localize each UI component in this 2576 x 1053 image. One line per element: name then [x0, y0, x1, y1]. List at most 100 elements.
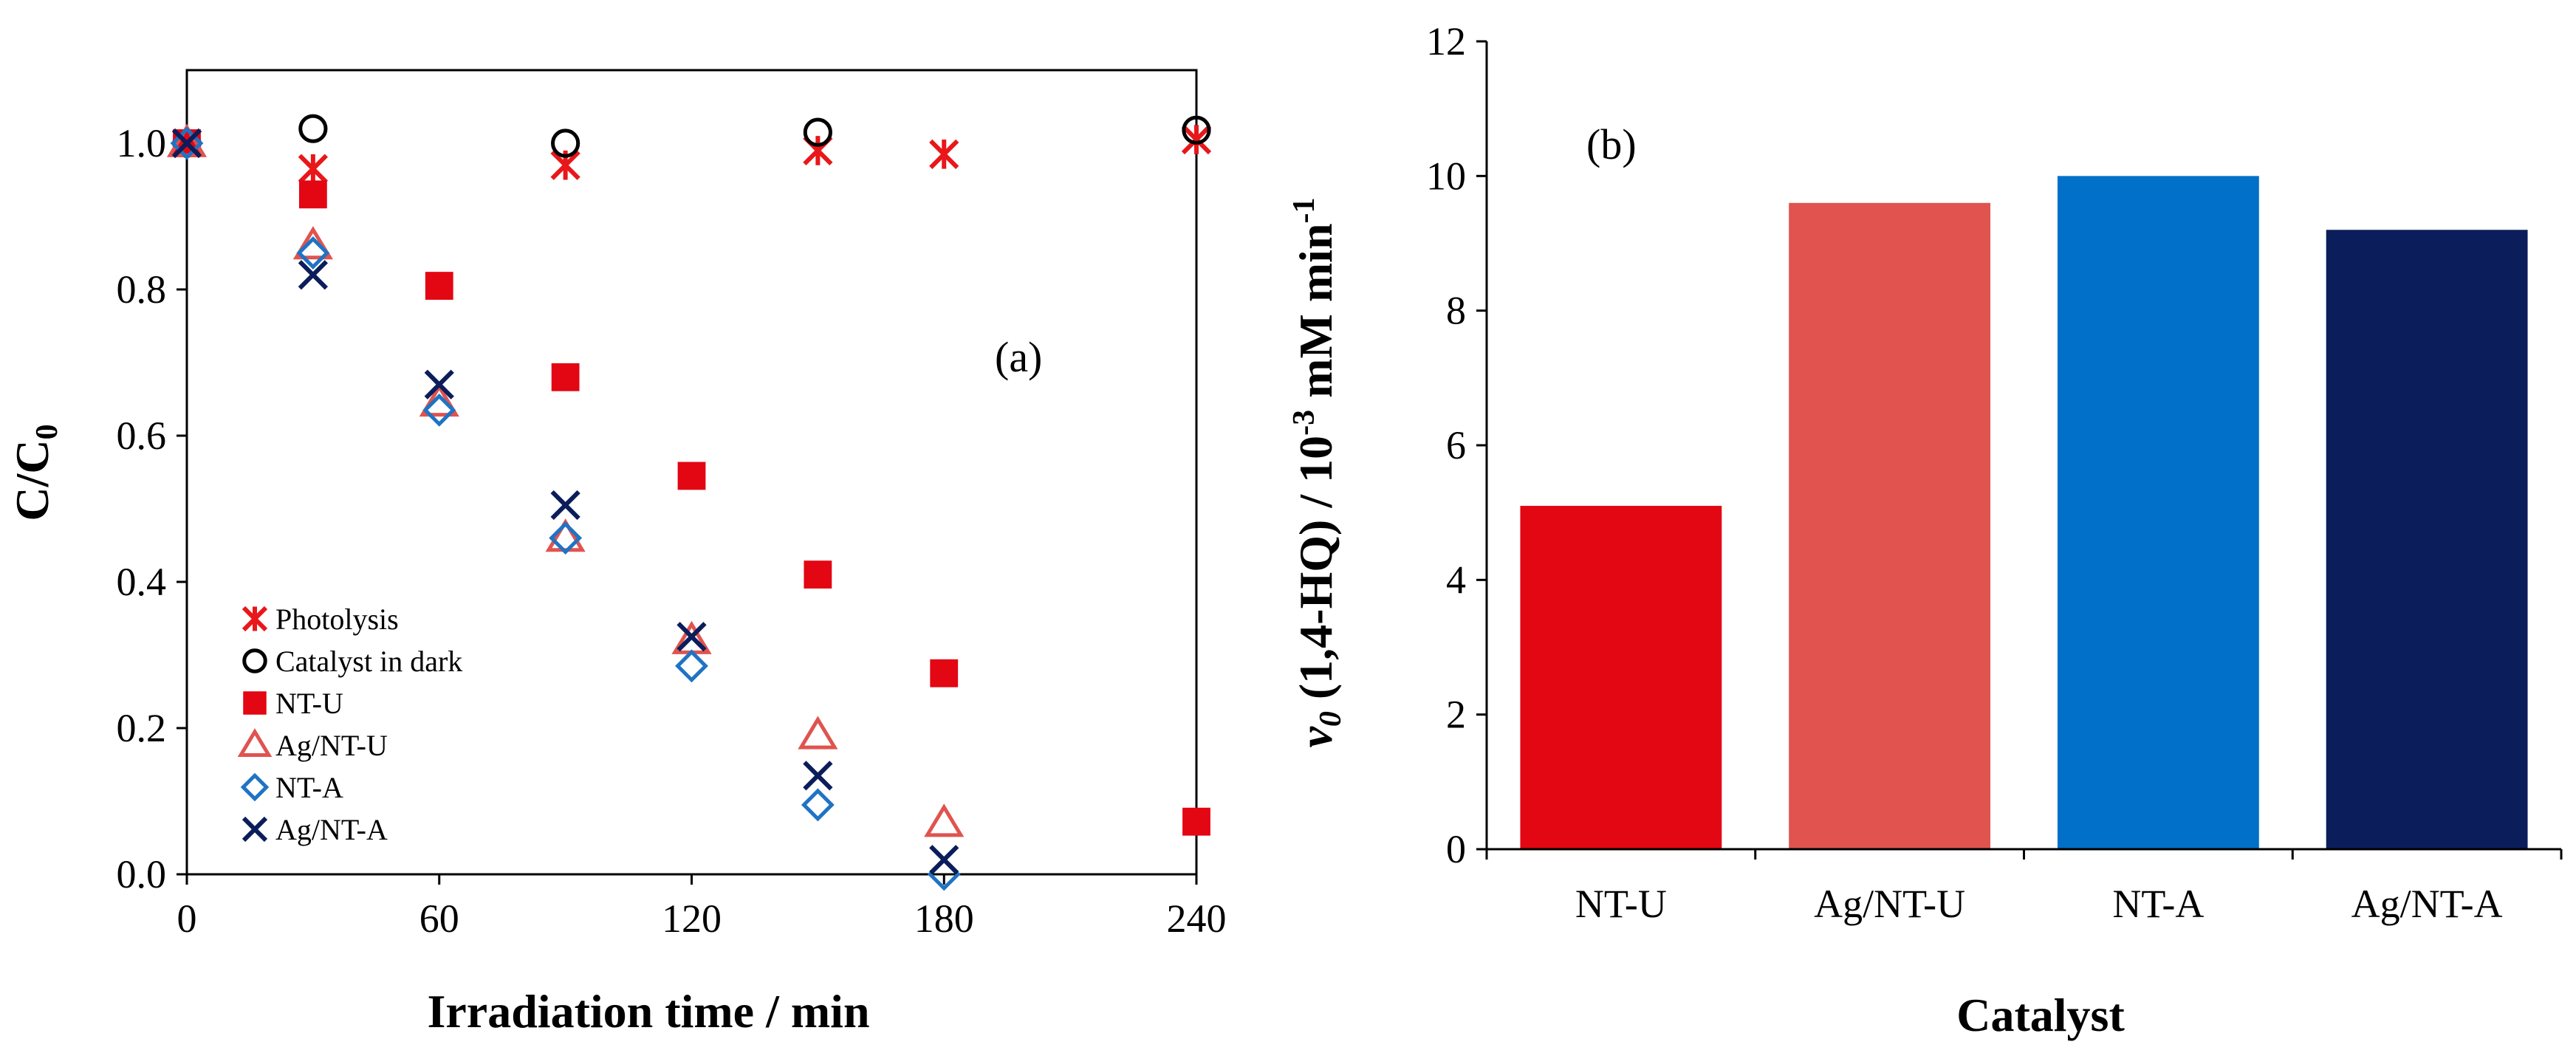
data-point-nt-u [551, 363, 580, 391]
y-tick-label: 8 [1446, 289, 1466, 333]
data-point-ag-nt-a [803, 761, 833, 791]
legend-item-ag-nt-a: Ag/NT-A [242, 813, 388, 846]
panel-a-x-ticks: 0 60 120 180 240 [177, 874, 1227, 941]
legend-marker-ag-nt-u [237, 728, 273, 757]
y-tick-label: 0.0 [117, 852, 167, 896]
panel-b-y-axis-unit: mM min [1289, 223, 1342, 409]
data-point-ag-nt-u [798, 716, 838, 750]
bar-nt-u [1520, 506, 1722, 849]
data-point-nt-a [422, 393, 456, 427]
category-label: NT-U [1575, 882, 1667, 926]
legend-label: Photolysis [275, 603, 399, 636]
category-label: Ag/NT-A [2351, 882, 2503, 926]
panel-b-y-axis-v-sub: 0 [1314, 711, 1348, 727]
data-point-ag-nt-a [424, 369, 454, 399]
data-point-catalyst-in-dark [803, 117, 832, 147]
data-point-ag-nt-a [298, 260, 328, 290]
data-point-ag-nt-u [924, 803, 965, 837]
data-point-ag-nt-u [419, 383, 459, 417]
data-point-ag-nt-u [292, 226, 333, 260]
panel-a-y-axis-title: C/C0 [6, 424, 64, 521]
bar-nt-a [2057, 176, 2259, 850]
panel-a-y-axis-main: C/C [6, 439, 58, 521]
panel-b-x-axis-title: Catalyst [1956, 989, 2125, 1041]
series-ag-nt-a [171, 128, 959, 875]
legend-marker-ag-nt-a [242, 816, 268, 843]
panel-a-y-axis-sub: 0 [30, 424, 64, 439]
data-point-nt-u [425, 272, 453, 300]
legend-label: Ag/NT-U [275, 729, 388, 762]
panel-b-y-ticks: 0 2 4 6 8 10 12 [1426, 19, 1487, 871]
panel-b-x-ticks: NT-U Ag/NT-U NT-A Ag/NT-A [1485, 849, 2563, 926]
legend-item-ag-nt-u: Ag/NT-U [237, 728, 388, 762]
legend-label: NT-U [275, 687, 343, 720]
data-point-photolysis [298, 154, 328, 184]
panel-a-points [166, 114, 1212, 891]
legend-marker-catalyst-in-dark [242, 648, 267, 673]
data-point-catalyst-in-dark [1182, 115, 1211, 145]
series-catalyst-in-dark [172, 114, 1211, 158]
data-point-nt-a [675, 649, 708, 683]
legend-label: NT-A [275, 771, 343, 804]
y-tick-label: 10 [1426, 154, 1466, 198]
data-point-catalyst-in-dark [298, 114, 328, 143]
legend-label: Ag/NT-A [275, 813, 388, 846]
data-point-photolysis [929, 139, 959, 169]
panel-b-label: (b) [1586, 120, 1637, 168]
y-tick-label: 6 [1446, 423, 1466, 467]
y-tick-label: 4 [1446, 558, 1466, 602]
data-point-ag-nt-a [550, 490, 580, 521]
bar-ag-nt-u [1789, 202, 1991, 849]
panel-b-y-axis-exp1: -3 [1287, 410, 1321, 436]
data-point-nt-a [549, 521, 583, 555]
data-point-ag-nt-a [676, 622, 707, 652]
data-point-nt-u [298, 180, 327, 209]
y-tick-label: 12 [1426, 19, 1466, 64]
panel-b-y-axis-mid: (1,4-HQ) / 10 [1289, 436, 1342, 711]
data-point-nt-u [804, 560, 832, 589]
y-tick-label: 0.4 [117, 560, 167, 604]
data-point-nt-a [170, 126, 204, 160]
data-point-ag-nt-a [171, 128, 202, 159]
panel-b: 0 2 4 6 8 10 12 NT-U Ag/NT-U NT-A Ag/NT-A (b) Cat… [1287, 19, 2563, 1041]
data-point-nt-u [677, 462, 706, 490]
y-tick-label: 0.2 [117, 706, 167, 750]
panel-b-y-axis-v: v [1289, 727, 1342, 748]
data-point-nt-a [801, 788, 835, 822]
x-tick-label: 240 [1167, 896, 1227, 941]
data-point-nt-u [1182, 807, 1210, 836]
x-tick-label: 60 [419, 896, 459, 941]
x-tick-label: 0 [177, 896, 197, 941]
data-point-nt-a [296, 236, 330, 270]
legend-marker-photolysis [242, 606, 268, 632]
panel-a-x-axis-title: Irradiation time / min [427, 985, 869, 1037]
y-tick-label: 0.8 [117, 267, 167, 312]
legend-marker-nt-u [243, 691, 267, 715]
category-label: Ag/NT-U [1814, 882, 1965, 926]
legend-item-nt-a: NT-A [240, 771, 343, 804]
panel-a-label: (a) [995, 333, 1042, 381]
x-tick-label: 180 [914, 896, 974, 941]
panel-b-y-axis-title: v0 (1,4-HQ) / 10-3 mM min-1 [1287, 197, 1348, 747]
series-photolysis [171, 124, 1212, 184]
legend-marker-nt-a [240, 772, 270, 802]
category-label: NT-A [2112, 882, 2204, 926]
data-point-photolysis [1181, 124, 1212, 155]
y-tick-label: 0.6 [117, 414, 167, 458]
data-point-catalyst-in-dark [551, 128, 580, 158]
legend-item-catalyst-in-dark: Catalyst in dark [242, 645, 462, 678]
bar-ag-nt-a [2326, 230, 2528, 849]
legend-item-nt-u: NT-U [243, 687, 343, 720]
legend-item-photolysis: Photolysis [242, 603, 399, 636]
data-point-nt-u [930, 659, 959, 687]
series-nt-a [170, 126, 961, 891]
x-tick-label: 120 [662, 896, 722, 941]
y-tick-label: 2 [1446, 693, 1466, 737]
panel-a-legend: Photolysis Catalyst in dark NT-U Ag/NT-U NT-… [237, 603, 462, 846]
panel-a: 0.0 0.2 0.4 0.6 0.8 1.0 0 60 120 180 240 (a) Phot… [6, 69, 1227, 1037]
panel-a-y-ticks: 0.0 0.2 0.4 0.6 0.8 1.0 [117, 121, 187, 896]
y-tick-label: 1.0 [117, 121, 167, 165]
panel-b-bars [1520, 176, 2528, 850]
panel-b-y-axis-exp2: -1 [1287, 197, 1321, 223]
